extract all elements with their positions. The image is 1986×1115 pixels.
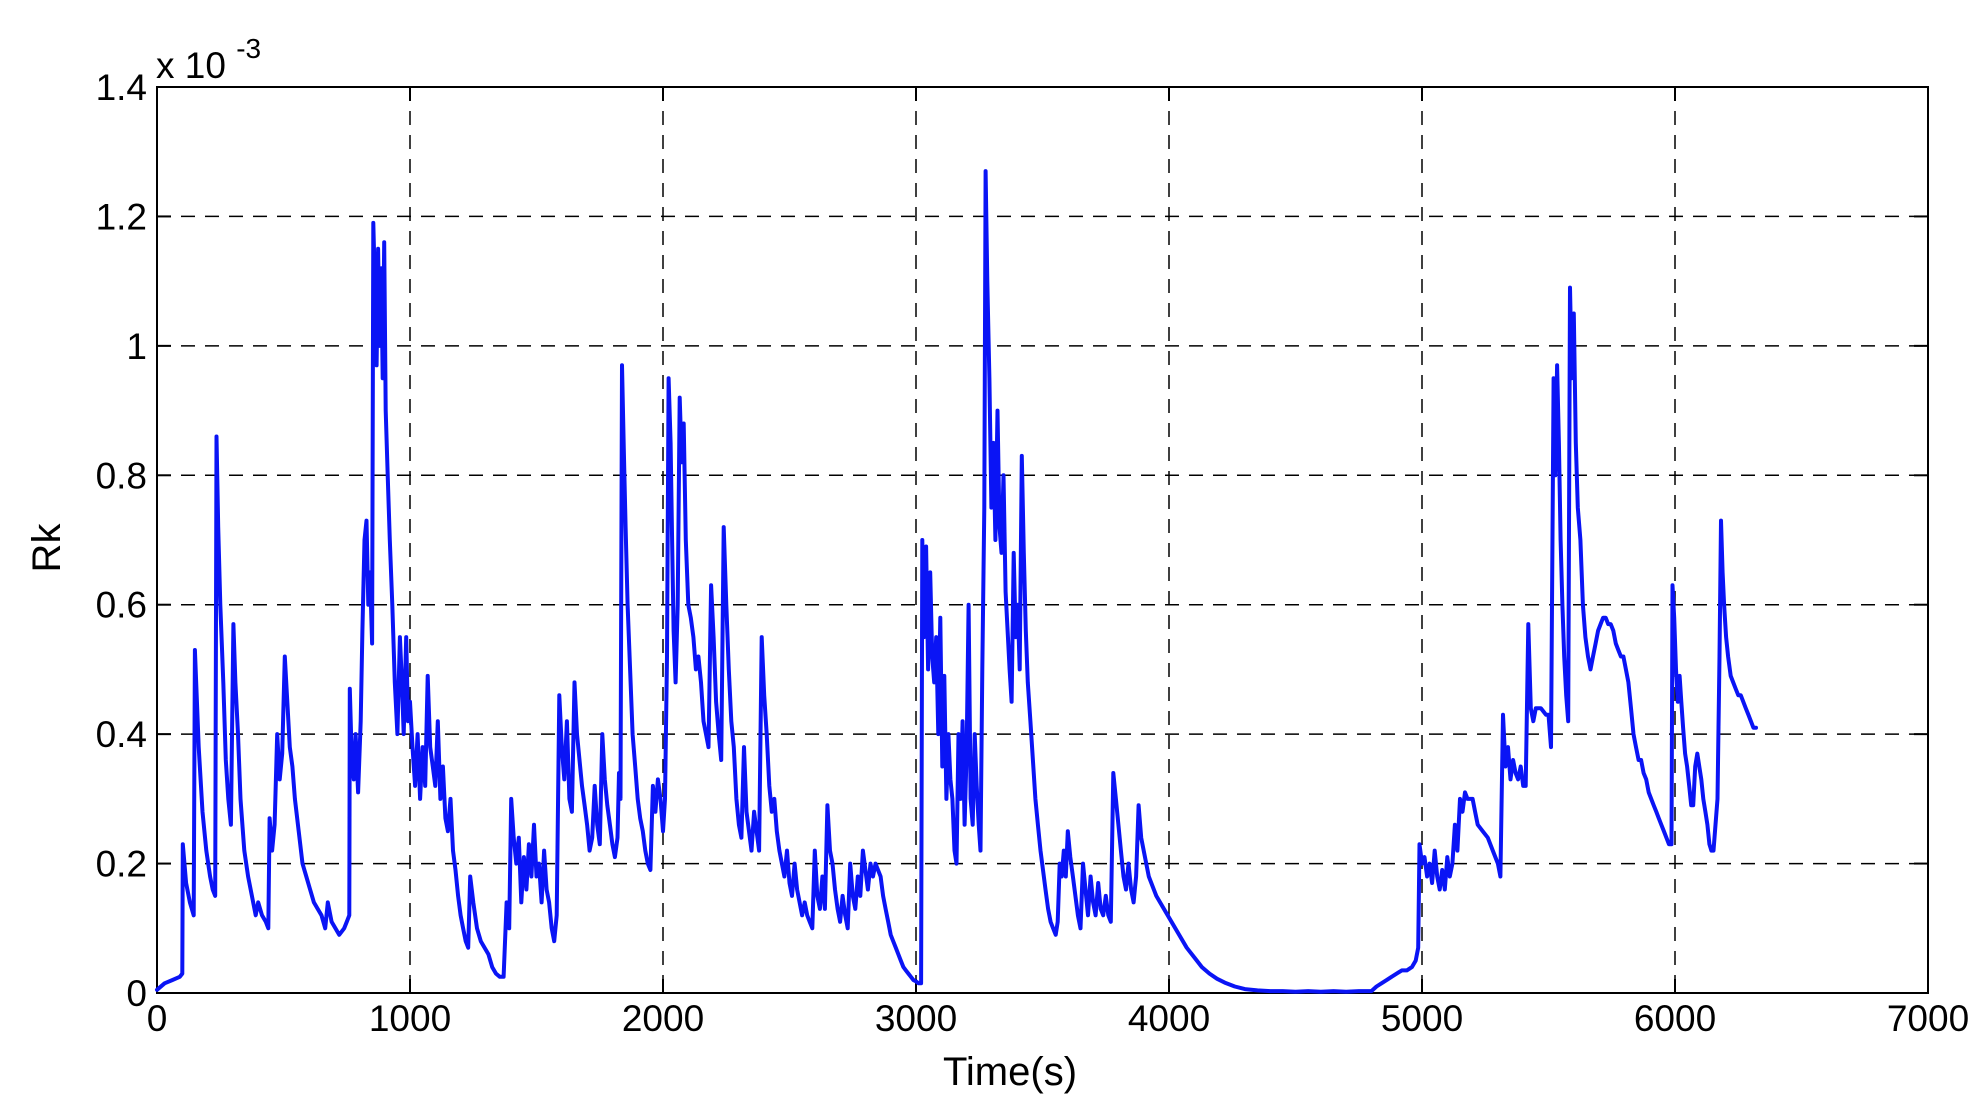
x-tick-label: 7000 (1887, 998, 1969, 1039)
x-tick-label: 2000 (622, 998, 704, 1039)
y-tick-label: 0.8 (96, 455, 147, 496)
x-tick-label: 4000 (1128, 998, 1210, 1039)
x-tick-label: 0 (147, 998, 168, 1039)
y-tick-label: 0 (126, 973, 147, 1014)
x-axis-ticks (156, 87, 1929, 993)
y-axis-multiplier-base: x 10 (156, 45, 226, 86)
x-axis-title: Time(s) (943, 1050, 1077, 1094)
x-tick-label: 1000 (369, 998, 451, 1039)
y-tick-label: 0.4 (96, 714, 147, 755)
y-axis-tick-labels: 0 0.2 0.4 0.6 0.8 1 1.2 1.4 (96, 67, 147, 1014)
series-line (155, 169, 1758, 994)
x-tick-label: 5000 (1381, 998, 1463, 1039)
y-axis-ticks (157, 86, 1928, 994)
plot-area-frame (156, 86, 1929, 994)
y-tick-label: 1.4 (96, 67, 147, 108)
y-axis-multiplier: x 10 -3 (156, 33, 261, 86)
y-axis-multiplier-exponent: -3 (236, 33, 261, 64)
y-tick-label: 0.2 (96, 844, 147, 885)
x-axis-tick-labels: 0 1000 2000 3000 4000 5000 6000 7000 (147, 998, 1969, 1039)
y-tick-label: 0.6 (96, 585, 147, 626)
x-tick-label: 6000 (1634, 998, 1716, 1039)
x-tick-label: 3000 (875, 998, 957, 1039)
y-axis-title: Rk (25, 523, 69, 573)
y-tick-label: 1.2 (96, 196, 147, 237)
y-tick-label: 1 (126, 326, 147, 367)
